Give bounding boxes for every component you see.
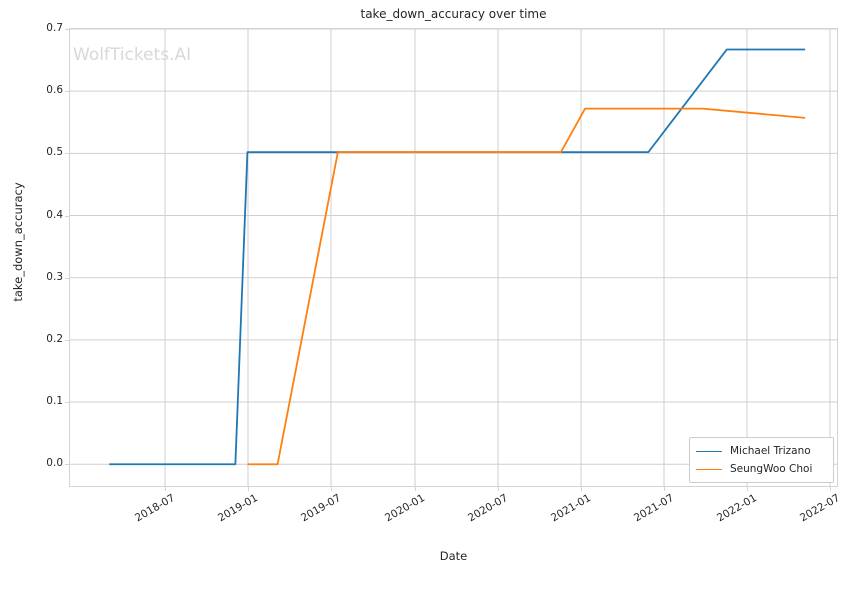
legend-label-series-0: Michael Trizano (730, 445, 811, 457)
x-tick-label: 2019-01 (216, 492, 260, 525)
chart-figure: take_down_accuracy over time take_down_a… (11, 7, 842, 563)
legend-color-swatch-series-0 (696, 450, 722, 452)
legend-label-series-1: SeungWoo Choi (730, 463, 813, 475)
x-tick-mark (165, 487, 166, 491)
x-tick-label: 2019-07 (299, 492, 343, 525)
y-tick-label: 0.1 (46, 395, 63, 408)
x-tick-mark (664, 487, 665, 491)
x-tick-label: 2021-01 (549, 492, 593, 525)
y-tick-mark (65, 402, 69, 404)
legend-color-swatch-series-1 (696, 468, 722, 470)
y-tick-mark (65, 29, 69, 30)
chart-legend[interactable]: Michael Trizano SeungWoo Choi (689, 437, 834, 483)
y-tick-label: 0.0 (46, 457, 63, 470)
gridlines (70, 29, 837, 486)
y-tick-mark (65, 153, 69, 155)
legend-item[interactable]: SeungWoo Choi (696, 460, 827, 478)
y-tick-label: 0.7 (46, 22, 63, 34)
x-tick-label: 2018-07 (133, 492, 177, 525)
x-tick-label: 2022-01 (715, 492, 759, 525)
x-tick-mark (498, 487, 499, 491)
y-tick-label: 0.5 (46, 146, 63, 159)
legend-item[interactable]: Michael Trizano (696, 442, 827, 460)
y-tick-label: 0.3 (46, 270, 63, 283)
data-series-lines (109, 48, 806, 466)
x-axis-label: Date (439, 549, 468, 563)
x-tick-label: 2021-07 (632, 492, 676, 525)
x-tick-mark (830, 487, 831, 491)
y-tick-mark (65, 91, 69, 93)
y-tick-mark (65, 339, 69, 341)
x-tick-label: 2022-07 (798, 492, 842, 525)
y-tick-label: 0.6 (46, 84, 63, 97)
x-tick-mark (581, 487, 582, 491)
x-tick-label: 2020-07 (466, 492, 510, 525)
series-line-1 (247, 107, 806, 466)
plot-area: WolfTickets.AI (69, 28, 838, 487)
x-tick-mark (248, 487, 249, 491)
x-tick-mark (415, 487, 416, 491)
y-tick-label: 0.4 (46, 208, 63, 221)
y-tick-mark (65, 464, 69, 466)
x-tick-mark (331, 487, 332, 491)
y-axis-label: take_down_accuracy (11, 182, 25, 302)
chart-title: take_down_accuracy over time (360, 7, 547, 21)
y-tick-mark (65, 277, 69, 279)
y-tick-mark (65, 215, 69, 217)
plot-canvas (70, 29, 837, 486)
x-tick-mark (747, 487, 748, 491)
y-tick-label: 0.2 (46, 332, 63, 345)
x-tick-label: 2020-01 (383, 492, 427, 525)
